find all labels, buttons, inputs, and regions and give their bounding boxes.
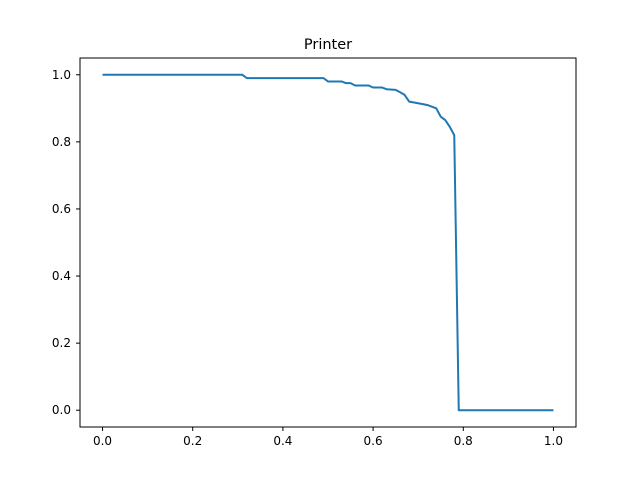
axes-frame — [79, 57, 577, 428]
series-layer — [102, 73, 554, 412]
x-tick-label: 0.0 — [93, 434, 112, 448]
y-tick-label: 0.2 — [52, 336, 71, 350]
y-tick-label: 0.0 — [52, 403, 71, 417]
x-tick-label: 0.2 — [183, 434, 202, 448]
x-axis: 0.0 0.2 0.4 0.6 0.8 1.0 — [93, 427, 563, 448]
x-tick-label: 0.4 — [273, 434, 292, 448]
x-tick-label: 1.0 — [544, 434, 563, 448]
y-axis: 0.0 0.2 0.4 0.6 0.8 1.0 — [52, 68, 80, 417]
y-tick-label: 0.8 — [52, 135, 71, 149]
y-tick-label: 1.0 — [52, 68, 71, 82]
series-line — [102, 73, 554, 412]
x-tick-label: 0.8 — [454, 434, 473, 448]
y-tick-label: 0.6 — [52, 202, 71, 216]
y-tick-label: 0.4 — [52, 269, 71, 283]
chart-title: Printer — [304, 37, 352, 53]
x-tick-label: 0.6 — [364, 434, 383, 448]
